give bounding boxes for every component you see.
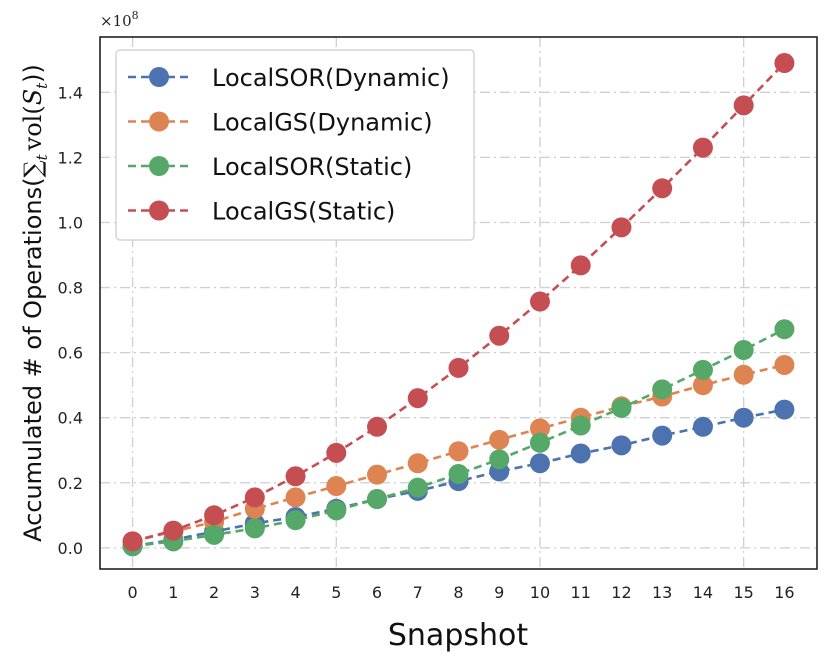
data-point — [489, 429, 510, 450]
data-point — [204, 524, 225, 545]
x-tick-label: 7 — [413, 583, 423, 602]
data-point — [529, 418, 550, 439]
data-point — [367, 489, 388, 510]
data-point — [244, 518, 265, 539]
legend-label: LocalSOR(Static) — [212, 153, 412, 181]
y-tick-label: 0.0 — [58, 539, 83, 558]
data-point — [733, 95, 754, 116]
data-point — [489, 325, 510, 346]
data-point — [326, 442, 347, 463]
data-point — [733, 407, 754, 428]
data-point — [529, 432, 550, 453]
data-point — [733, 340, 754, 361]
data-point — [652, 178, 673, 199]
data-point — [448, 357, 469, 378]
legend-label: LocalGS(Dynamic) — [212, 109, 433, 137]
x-tick-label: 12 — [611, 583, 631, 602]
x-tick-label: 2 — [209, 583, 219, 602]
x-tick-label: 3 — [250, 583, 260, 602]
legend-marker — [149, 200, 169, 221]
y-axis-title: Accumulated # of Operations(∑tvol(St)) — [19, 64, 51, 542]
x-tick-label: 9 — [494, 583, 504, 602]
data-point — [448, 441, 469, 462]
legend-box — [115, 49, 475, 241]
data-point — [529, 291, 550, 312]
data-point — [652, 425, 673, 446]
data-point — [285, 510, 306, 531]
data-point — [407, 453, 428, 474]
x-tick-label: 11 — [571, 583, 591, 602]
data-point — [122, 531, 143, 552]
data-point — [448, 463, 469, 484]
data-point — [774, 399, 795, 420]
x-tick-label: 8 — [453, 583, 463, 602]
x-tick-label: 6 — [372, 583, 382, 602]
y-tick-label: 0.8 — [58, 279, 83, 298]
y-tick-label: 0.2 — [58, 474, 83, 493]
data-point — [326, 476, 347, 497]
x-tick-label: 10 — [530, 583, 550, 602]
series-LocalSOR(Static) — [122, 319, 795, 557]
legend-marker — [149, 156, 169, 176]
data-point — [611, 435, 632, 456]
data-point — [407, 388, 428, 409]
x-tick-label: 16 — [774, 583, 794, 602]
data-point — [570, 255, 591, 276]
y-tick-label: 1.4 — [58, 83, 83, 102]
legend: LocalSOR(Dynamic) LocalGS(Dynamic) LocalSO… — [115, 49, 475, 241]
data-point — [774, 354, 795, 375]
data-point — [692, 137, 713, 158]
x-tick-label: 13 — [652, 583, 672, 602]
data-point — [367, 416, 388, 437]
data-point — [489, 449, 510, 470]
data-point — [692, 416, 713, 437]
x-tick-labels: 0 1 2 3 4 5 6 7 8 9 10 11 12 13 14 15 16 — [127, 583, 794, 602]
series-LocalGS(Static) — [122, 53, 795, 552]
data-point — [285, 466, 306, 487]
data-point — [204, 505, 225, 526]
data-point — [407, 477, 428, 498]
y-tick-label: 1.0 — [58, 213, 83, 232]
y-tick-label: 0.4 — [58, 409, 83, 428]
data-point — [570, 443, 591, 464]
legend-marker — [149, 67, 169, 87]
plot-frame — [99, 36, 818, 570]
data-point — [774, 53, 795, 74]
data-point — [244, 487, 265, 508]
y-multiplier: ×108 — [100, 9, 139, 30]
data-point — [367, 464, 388, 485]
data-point — [529, 453, 550, 474]
data-point — [285, 487, 306, 508]
data-point — [611, 397, 632, 418]
x-axis-title: Snapshot — [388, 618, 528, 653]
data-point — [611, 217, 632, 238]
data-point — [326, 500, 347, 521]
x-tick-label: 5 — [331, 583, 341, 602]
data-point — [692, 359, 713, 380]
series-layer — [122, 53, 795, 557]
series-line — [132, 328, 786, 548]
data-point — [570, 415, 591, 436]
y-tick-label: 1.2 — [58, 148, 83, 167]
data-point — [692, 375, 713, 396]
x-tick-label: 4 — [290, 583, 300, 602]
x-tick-label: 0 — [127, 583, 137, 602]
data-point — [733, 364, 754, 385]
x-tick-label: 15 — [733, 583, 753, 602]
legend-label: LocalGS(Static) — [212, 198, 395, 226]
data-point — [163, 520, 184, 541]
data-point — [774, 319, 795, 340]
x-tick-label: 1 — [168, 583, 178, 602]
x-tick-label: 14 — [693, 583, 713, 602]
legend-label: LocalSOR(Dynamic) — [212, 64, 450, 92]
legend-marker — [149, 111, 169, 132]
data-point — [652, 379, 673, 400]
y-tick-labels: 0.0 0.2 0.4 0.6 0.8 1.0 1.2 1.4 — [58, 83, 83, 558]
y-tick-label: 0.6 — [58, 344, 83, 363]
